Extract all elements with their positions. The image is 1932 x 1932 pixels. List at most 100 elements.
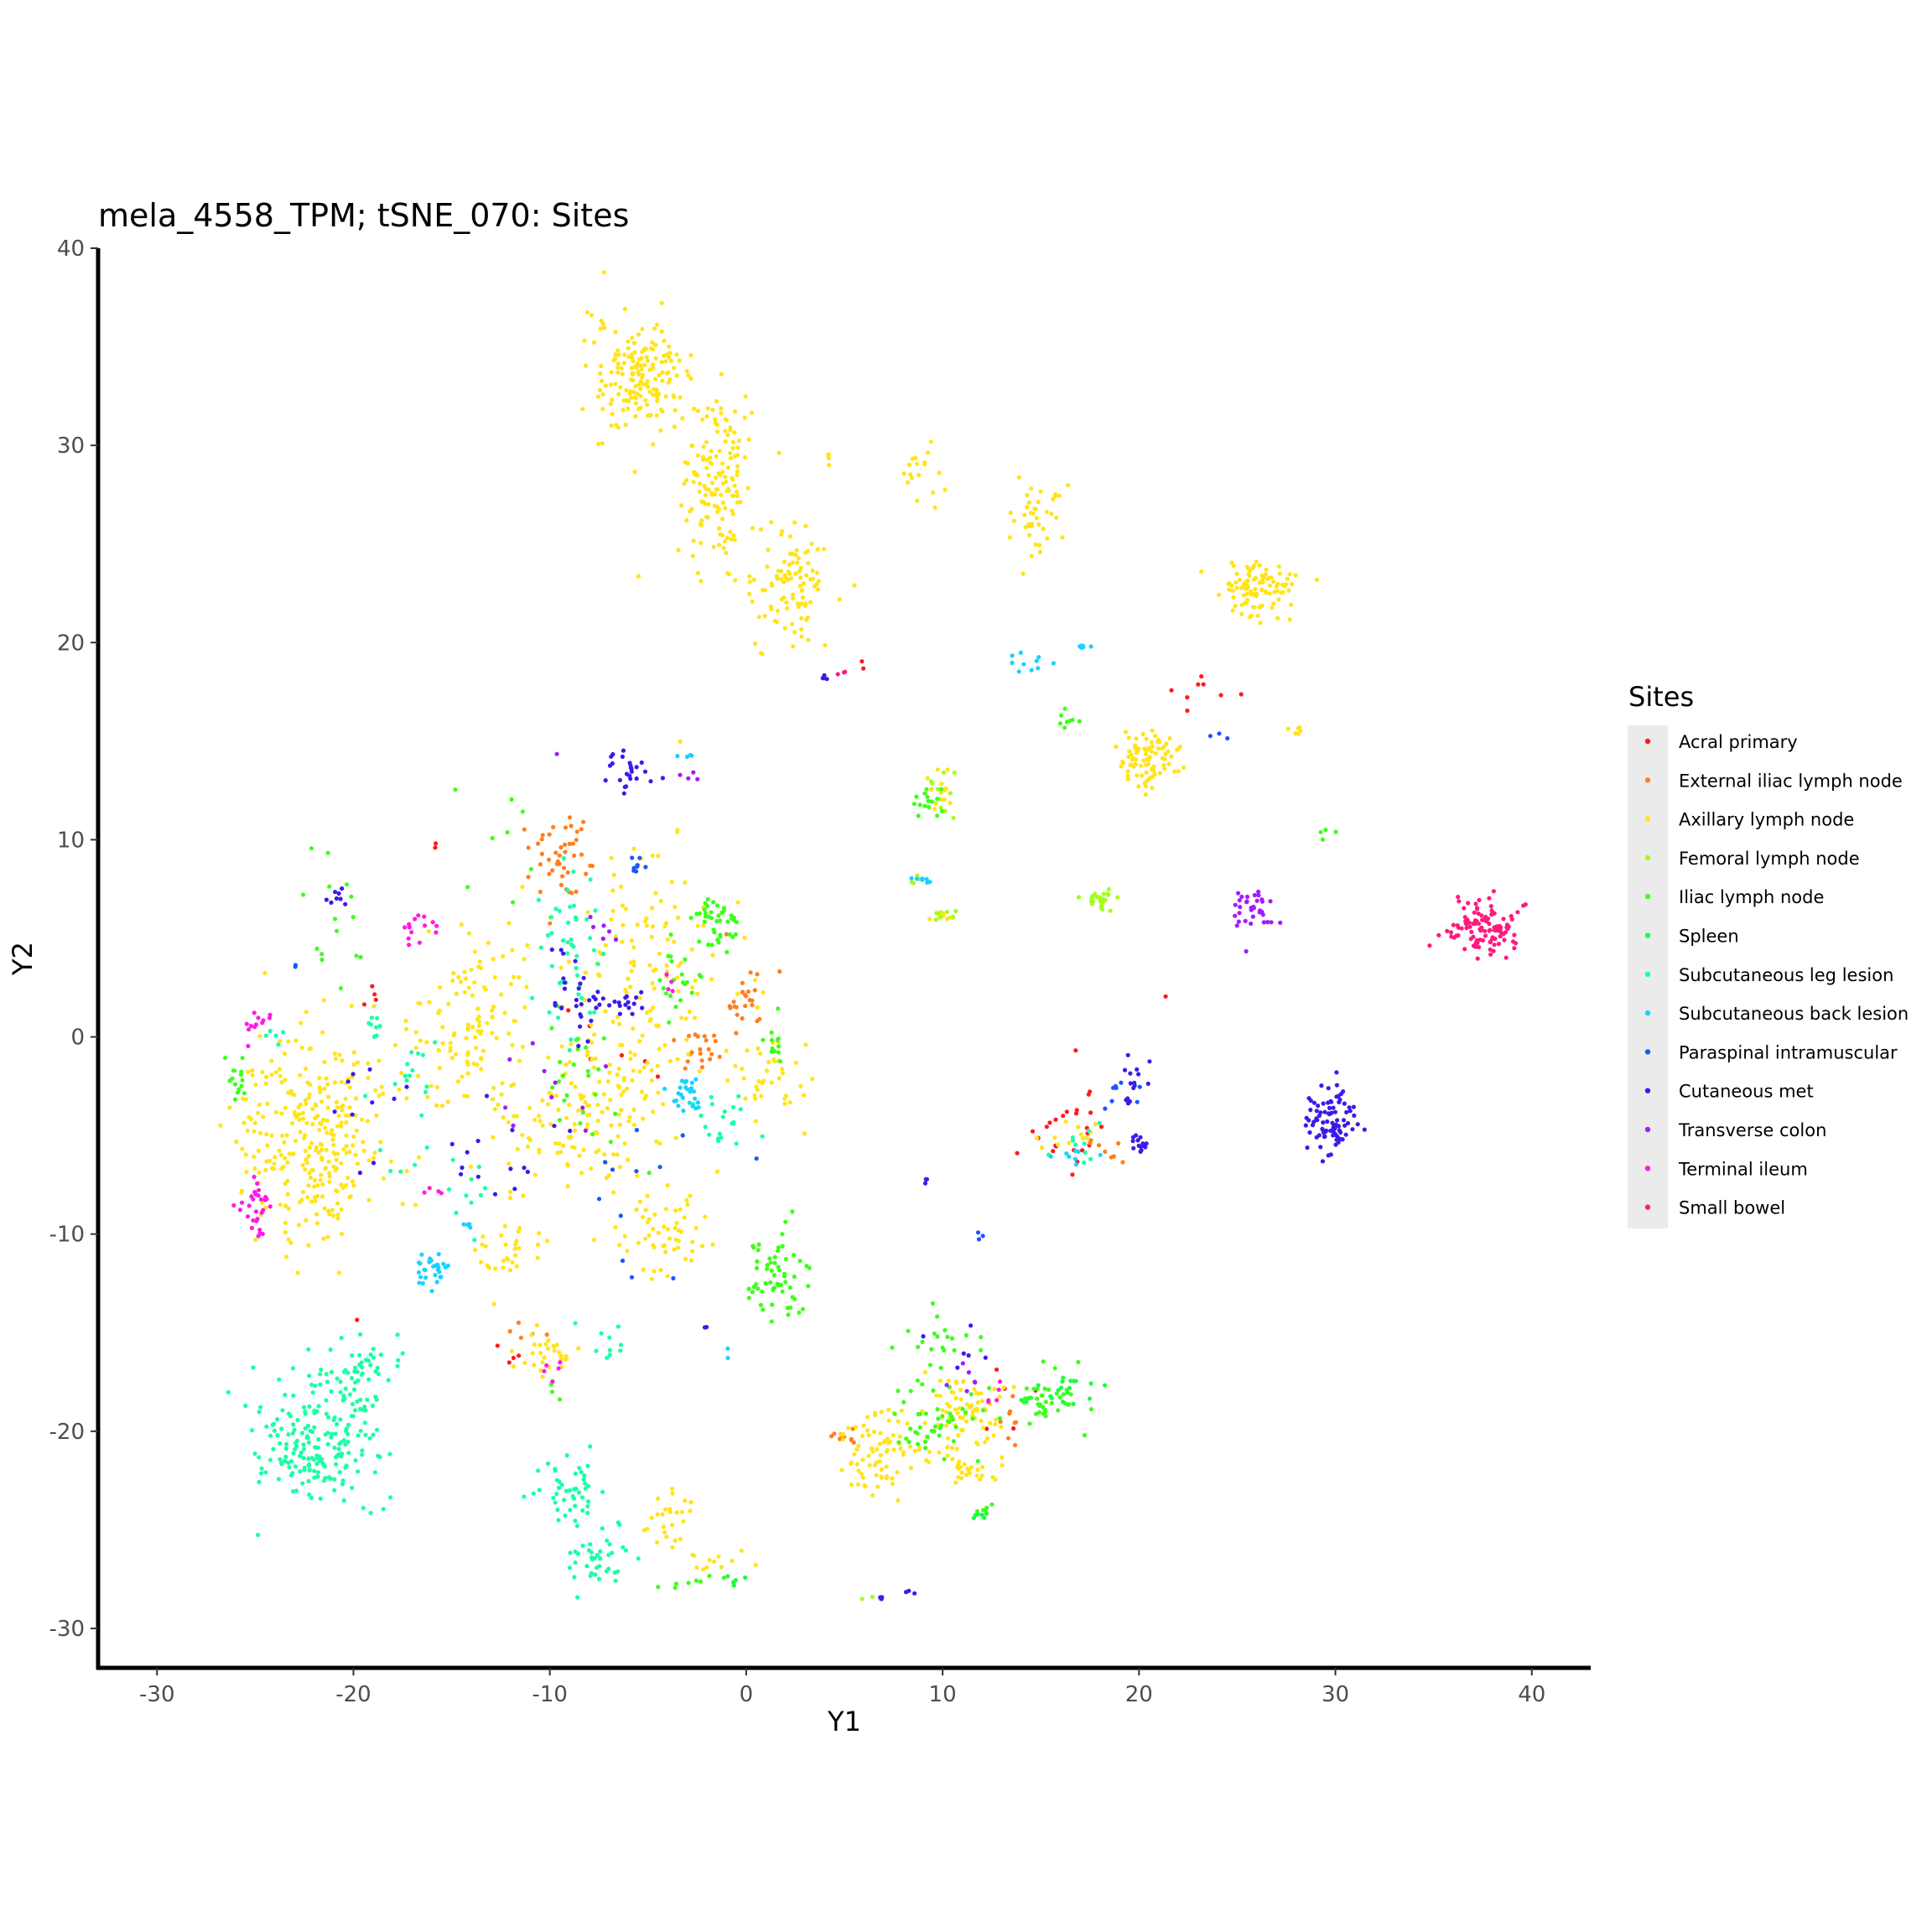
points-layer — [218, 270, 1528, 1602]
data-point — [631, 963, 636, 968]
data-point — [310, 1122, 315, 1127]
data-point — [575, 1551, 581, 1556]
data-point — [701, 444, 706, 449]
data-point — [324, 1398, 329, 1403]
data-point — [704, 1038, 709, 1043]
data-point — [448, 1048, 453, 1053]
data-point — [286, 1039, 291, 1044]
data-point — [663, 991, 669, 996]
data-point — [291, 1422, 296, 1427]
data-point — [598, 326, 603, 331]
data-point — [655, 322, 660, 327]
data-point — [677, 358, 682, 363]
data-point — [928, 779, 933, 784]
data-point — [1143, 751, 1149, 757]
data-point — [657, 373, 662, 378]
data-point — [573, 1321, 578, 1326]
data-point — [335, 1151, 340, 1156]
data-point — [1029, 667, 1034, 673]
data-point — [856, 1468, 861, 1473]
data-point — [776, 1050, 782, 1055]
data-point — [306, 1183, 311, 1188]
data-point — [932, 1331, 937, 1336]
data-point — [540, 1098, 545, 1103]
data-point — [227, 1105, 232, 1110]
data-point — [558, 882, 564, 887]
data-point — [572, 853, 577, 859]
data-point — [634, 1128, 640, 1133]
data-point — [766, 548, 771, 553]
data-point — [1249, 592, 1254, 597]
data-point — [399, 1071, 404, 1076]
data-point — [522, 1360, 527, 1365]
data-point — [252, 1452, 257, 1457]
data-point — [316, 1404, 321, 1409]
data-point — [815, 587, 821, 592]
data-point — [319, 1172, 324, 1177]
data-point — [1252, 564, 1257, 569]
data-point — [600, 1526, 605, 1531]
data-point — [272, 1161, 277, 1166]
data-point — [473, 1035, 478, 1040]
data-point — [558, 844, 564, 850]
data-point — [343, 1096, 348, 1101]
data-point — [716, 471, 721, 476]
data-point — [1257, 605, 1262, 610]
data-point — [703, 901, 708, 906]
data-point — [733, 578, 738, 583]
data-point — [358, 1332, 363, 1337]
data-point — [373, 997, 378, 1002]
data-point — [583, 1099, 588, 1105]
data-point — [1030, 1129, 1036, 1134]
data-point — [576, 986, 581, 991]
data-point — [610, 397, 615, 402]
data-point — [1342, 1101, 1347, 1106]
data-point — [678, 503, 684, 508]
data-point — [623, 1548, 629, 1553]
data-point — [492, 1107, 497, 1112]
data-point — [1080, 1136, 1086, 1141]
data-point — [756, 1286, 761, 1291]
data-point — [852, 1452, 857, 1457]
data-point — [1318, 1145, 1323, 1150]
data-point — [994, 1367, 1000, 1372]
data-point — [975, 1441, 980, 1446]
data-point — [593, 908, 598, 913]
data-point — [866, 1432, 871, 1437]
data-point — [688, 353, 693, 358]
data-point — [1488, 939, 1493, 944]
data-point — [434, 923, 439, 928]
data-point — [731, 1000, 736, 1005]
data-point — [478, 1192, 484, 1197]
data-point — [1243, 918, 1248, 923]
data-point — [269, 1072, 274, 1078]
data-point — [643, 346, 649, 351]
data-point — [1229, 560, 1234, 565]
data-point — [780, 1067, 785, 1072]
data-point — [1322, 1130, 1327, 1135]
data-point — [520, 885, 525, 890]
data-point — [503, 1242, 508, 1248]
data-point — [423, 923, 428, 928]
data-point — [654, 413, 659, 418]
data-point — [954, 1446, 959, 1452]
data-point — [323, 1476, 328, 1481]
data-point — [595, 1103, 600, 1108]
data-point — [335, 1421, 340, 1427]
data-point — [417, 1280, 422, 1285]
data-point — [940, 1414, 945, 1419]
data-point — [341, 1369, 347, 1374]
data-point — [536, 841, 541, 846]
data-point — [508, 1268, 513, 1273]
data-point — [329, 900, 334, 905]
data-point — [1436, 932, 1441, 937]
data-point — [471, 1061, 476, 1067]
data-point — [1334, 1070, 1339, 1075]
data-point — [325, 850, 330, 855]
data-point — [585, 1068, 590, 1073]
data-point — [663, 359, 668, 364]
data-point — [1308, 1108, 1313, 1113]
data-point — [1056, 1142, 1061, 1147]
data-point — [250, 1072, 255, 1078]
data-point — [935, 1334, 940, 1339]
